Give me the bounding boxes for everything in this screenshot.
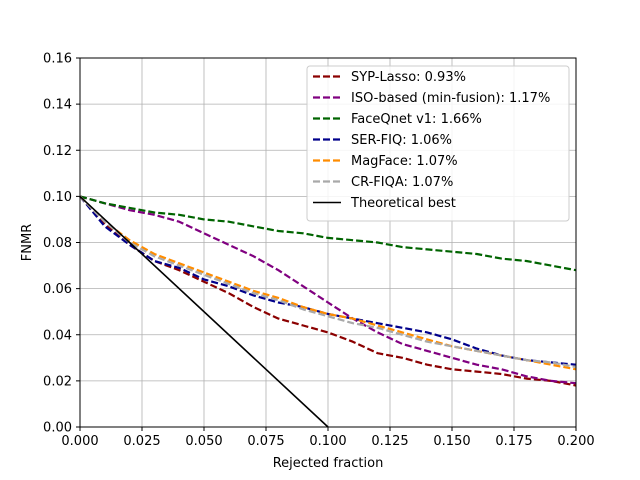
y-tick-label: 0.04 bbox=[43, 328, 72, 343]
y-axis-label: FNMR bbox=[20, 224, 35, 261]
legend-entry-label: MagFace: 1.07% bbox=[351, 154, 458, 169]
series-line-3 bbox=[79, 195, 577, 366]
y-tick-label: 0.08 bbox=[43, 236, 72, 251]
legend-entry-label: FaceQnet v1: 1.66% bbox=[351, 112, 482, 127]
series-line-2 bbox=[79, 195, 577, 272]
series-lines bbox=[79, 195, 577, 428]
x-tick-label: 0.150 bbox=[433, 434, 470, 449]
y-tick-label: 0.06 bbox=[43, 282, 72, 297]
y-tick-label: 0.12 bbox=[43, 144, 72, 159]
legend-entry-label: ISO-based (min-fusion): 1.17% bbox=[351, 91, 550, 106]
series-line-5 bbox=[79, 195, 577, 369]
x-tick-label: 0.000 bbox=[61, 434, 98, 449]
x-axis-label: Rejected fraction bbox=[273, 456, 384, 471]
series-line-6 bbox=[79, 195, 329, 428]
x-tick-label: 0.125 bbox=[371, 434, 408, 449]
x-tick-label: 0.075 bbox=[247, 434, 284, 449]
x-tick-label: 0.175 bbox=[495, 434, 532, 449]
y-tick-label: 0.02 bbox=[43, 374, 72, 389]
y-tick-label: 0.00 bbox=[43, 421, 72, 436]
x-tick-label: 0.025 bbox=[123, 434, 160, 449]
series-line-1 bbox=[79, 195, 577, 385]
legend-entry-label: Theoretical best bbox=[350, 196, 456, 211]
legend-entry-label: SYP-Lasso: 0.93% bbox=[351, 70, 466, 85]
y-tick-label: 0.10 bbox=[43, 190, 72, 205]
series-line-4 bbox=[79, 195, 577, 371]
legend-box bbox=[306, 65, 570, 222]
legend-entry-label: SER-FIQ: 1.06% bbox=[351, 133, 452, 148]
x-tick-label: 0.200 bbox=[557, 434, 594, 449]
y-tick-label: 0.16 bbox=[43, 52, 72, 67]
x-tick-label: 0.100 bbox=[309, 434, 346, 449]
axis-ticks: 0.000 0.025 0.050 0.075 0.100 0.125 0.150 0.175… bbox=[43, 52, 595, 450]
x-tick-label: 0.050 bbox=[185, 434, 222, 449]
legend: SYP-Lasso: 0.93% ISO-based (min-fusion): … bbox=[306, 65, 570, 222]
legend-entry-label: CR-FIQA: 1.07% bbox=[351, 175, 453, 190]
y-tick-label: 0.14 bbox=[43, 98, 72, 113]
